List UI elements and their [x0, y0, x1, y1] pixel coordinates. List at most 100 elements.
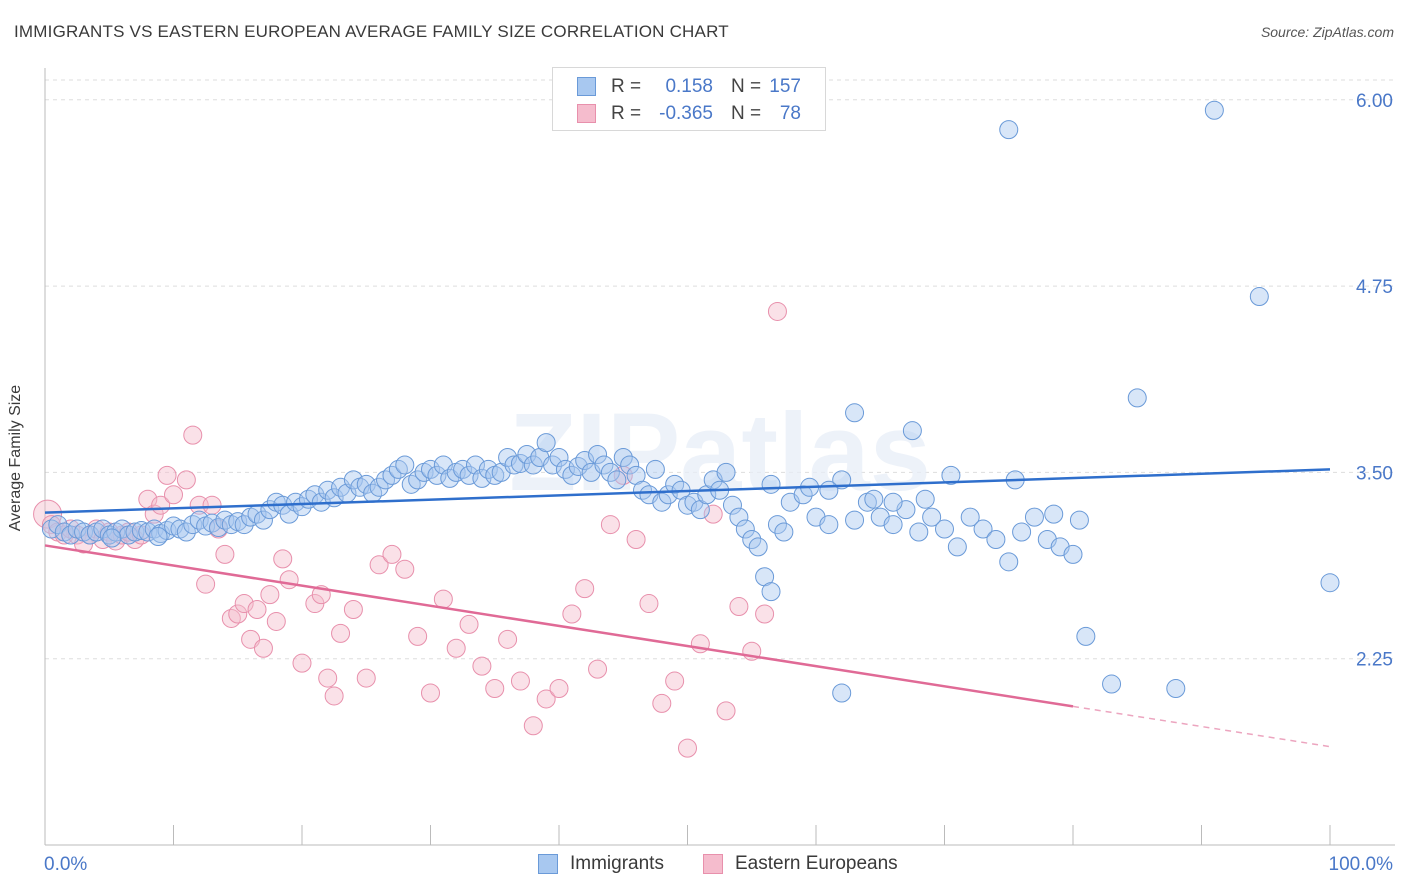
eastern-europeans-point: [33, 499, 63, 529]
eastern-europeans-point: [266, 611, 286, 631]
axes: [44, 68, 1395, 846]
source-note: Source: ZipAtlas.com: [1260, 24, 1394, 40]
eastern-europeans-point: [716, 701, 736, 721]
immigrants-point: [1024, 507, 1044, 527]
immigrants-point: [1012, 522, 1032, 542]
immigrants-point: [395, 455, 415, 475]
eastern-europeans-point: [331, 623, 351, 643]
immigrants-point: [735, 519, 755, 539]
y-tick-label: 3.50: [1356, 463, 1393, 484]
legend-n-label: N =: [731, 103, 762, 124]
blue-swatch: [577, 77, 596, 96]
eastern-europeans-point: [343, 600, 363, 620]
immigrants-point: [999, 120, 1019, 140]
eastern-europeans-point: [755, 604, 775, 624]
immigrants-point: [102, 528, 122, 548]
immigrants-point: [883, 492, 903, 512]
eastern-europeans-point: [703, 504, 723, 524]
immigrants-point: [427, 465, 447, 485]
eastern-europeans-point: [369, 555, 389, 575]
immigrants-point: [1127, 388, 1147, 408]
immigrants-point: [543, 455, 563, 475]
immigrants-points: [41, 100, 1340, 703]
eastern-europeans-point: [260, 585, 280, 605]
legend-label-eastern-europeans: Eastern Europeans: [735, 853, 898, 874]
eastern-europeans-point: [652, 693, 672, 713]
y-axis-label: Average Family Size: [7, 384, 24, 532]
immigrants-point: [941, 465, 961, 485]
eastern-europeans-point: [639, 594, 659, 614]
immigrants-point: [1204, 100, 1224, 120]
immigrants-point: [716, 462, 736, 482]
eastern-europeans-point: [523, 716, 543, 736]
immigrants-point: [832, 470, 852, 490]
eastern-europeans-point: [279, 570, 299, 590]
immigrants-point: [960, 507, 980, 527]
immigrants-point: [594, 455, 614, 475]
eastern-europeans-point: [202, 495, 222, 515]
immigrants-point: [498, 448, 518, 467]
immigrants-point: [408, 470, 428, 490]
immigrants-point: [658, 485, 678, 505]
immigrants-point: [922, 507, 942, 527]
eastern-europeans-point: [253, 638, 273, 658]
x-tick-label: 100.0%: [1329, 854, 1394, 875]
eastern-europeans-trend-extension: [1072, 705, 1331, 748]
immigrants-point: [523, 455, 543, 475]
eastern-europeans-point: [247, 600, 267, 620]
immigrants-point: [819, 515, 839, 535]
immigrants-point: [369, 477, 389, 497]
immigrants-point: [864, 489, 884, 509]
eastern-europeans-point: [183, 425, 203, 445]
immigrants-point: [902, 421, 922, 441]
legend-r-value: 0.158: [665, 76, 713, 97]
immigrants-point: [793, 485, 813, 505]
immigrants-point: [1063, 544, 1083, 564]
legend-r-label: R =: [611, 103, 642, 124]
immigrants-point: [761, 582, 781, 602]
eastern-europeans-point: [234, 594, 254, 614]
eastern-europeans-point: [382, 544, 402, 564]
eastern-europeans-point: [164, 485, 183, 505]
eastern-europeans-point: [536, 689, 556, 709]
eastern-europeans-point: [408, 626, 428, 646]
immigrants-point: [1166, 679, 1186, 699]
eastern-europeans-point: [196, 574, 216, 594]
eastern-europeans-point: [549, 679, 569, 699]
eastern-europeans-point: [588, 659, 608, 679]
eastern-europeans-point: [767, 301, 787, 321]
immigrants-point: [620, 455, 640, 475]
immigrants-point: [504, 455, 524, 475]
eastern-europeans-point: [472, 656, 492, 676]
legend-label-immigrants: Immigrants: [570, 853, 664, 874]
trend-lines: [44, 468, 1331, 748]
immigrants-point: [176, 522, 196, 542]
immigrants-point: [915, 489, 935, 509]
immigrants-point: [819, 480, 839, 500]
immigrants-point: [729, 507, 749, 527]
eastern-europeans-point: [395, 559, 415, 579]
legend-r-label: R =: [611, 76, 642, 97]
immigrants-trend-line: [44, 468, 1331, 514]
immigrants-point: [909, 522, 929, 542]
immigrants-point: [517, 445, 537, 465]
immigrants-point: [607, 470, 627, 490]
eastern-europeans-point: [324, 686, 344, 706]
immigrants-point: [767, 515, 787, 535]
immigrants-point: [999, 552, 1019, 572]
immigrants-point: [48, 515, 68, 535]
immigrants-point: [832, 683, 852, 703]
immigrants-point: [253, 510, 273, 530]
immigrants-point: [947, 537, 967, 557]
blue-swatch: [538, 854, 558, 874]
eastern-europeans-trend-line: [44, 544, 1074, 708]
eastern-europeans-point: [446, 638, 466, 658]
eastern-europeans-point: [729, 597, 749, 617]
legend-row-eastern-europeans: R = -0.365 N = 78: [553, 101, 825, 127]
immigrants-point: [774, 522, 794, 542]
eastern-europeans-point: [356, 668, 376, 688]
eastern-europeans-point: [575, 579, 595, 599]
eastern-europeans-point: [421, 683, 440, 703]
immigrants-point: [845, 510, 865, 530]
